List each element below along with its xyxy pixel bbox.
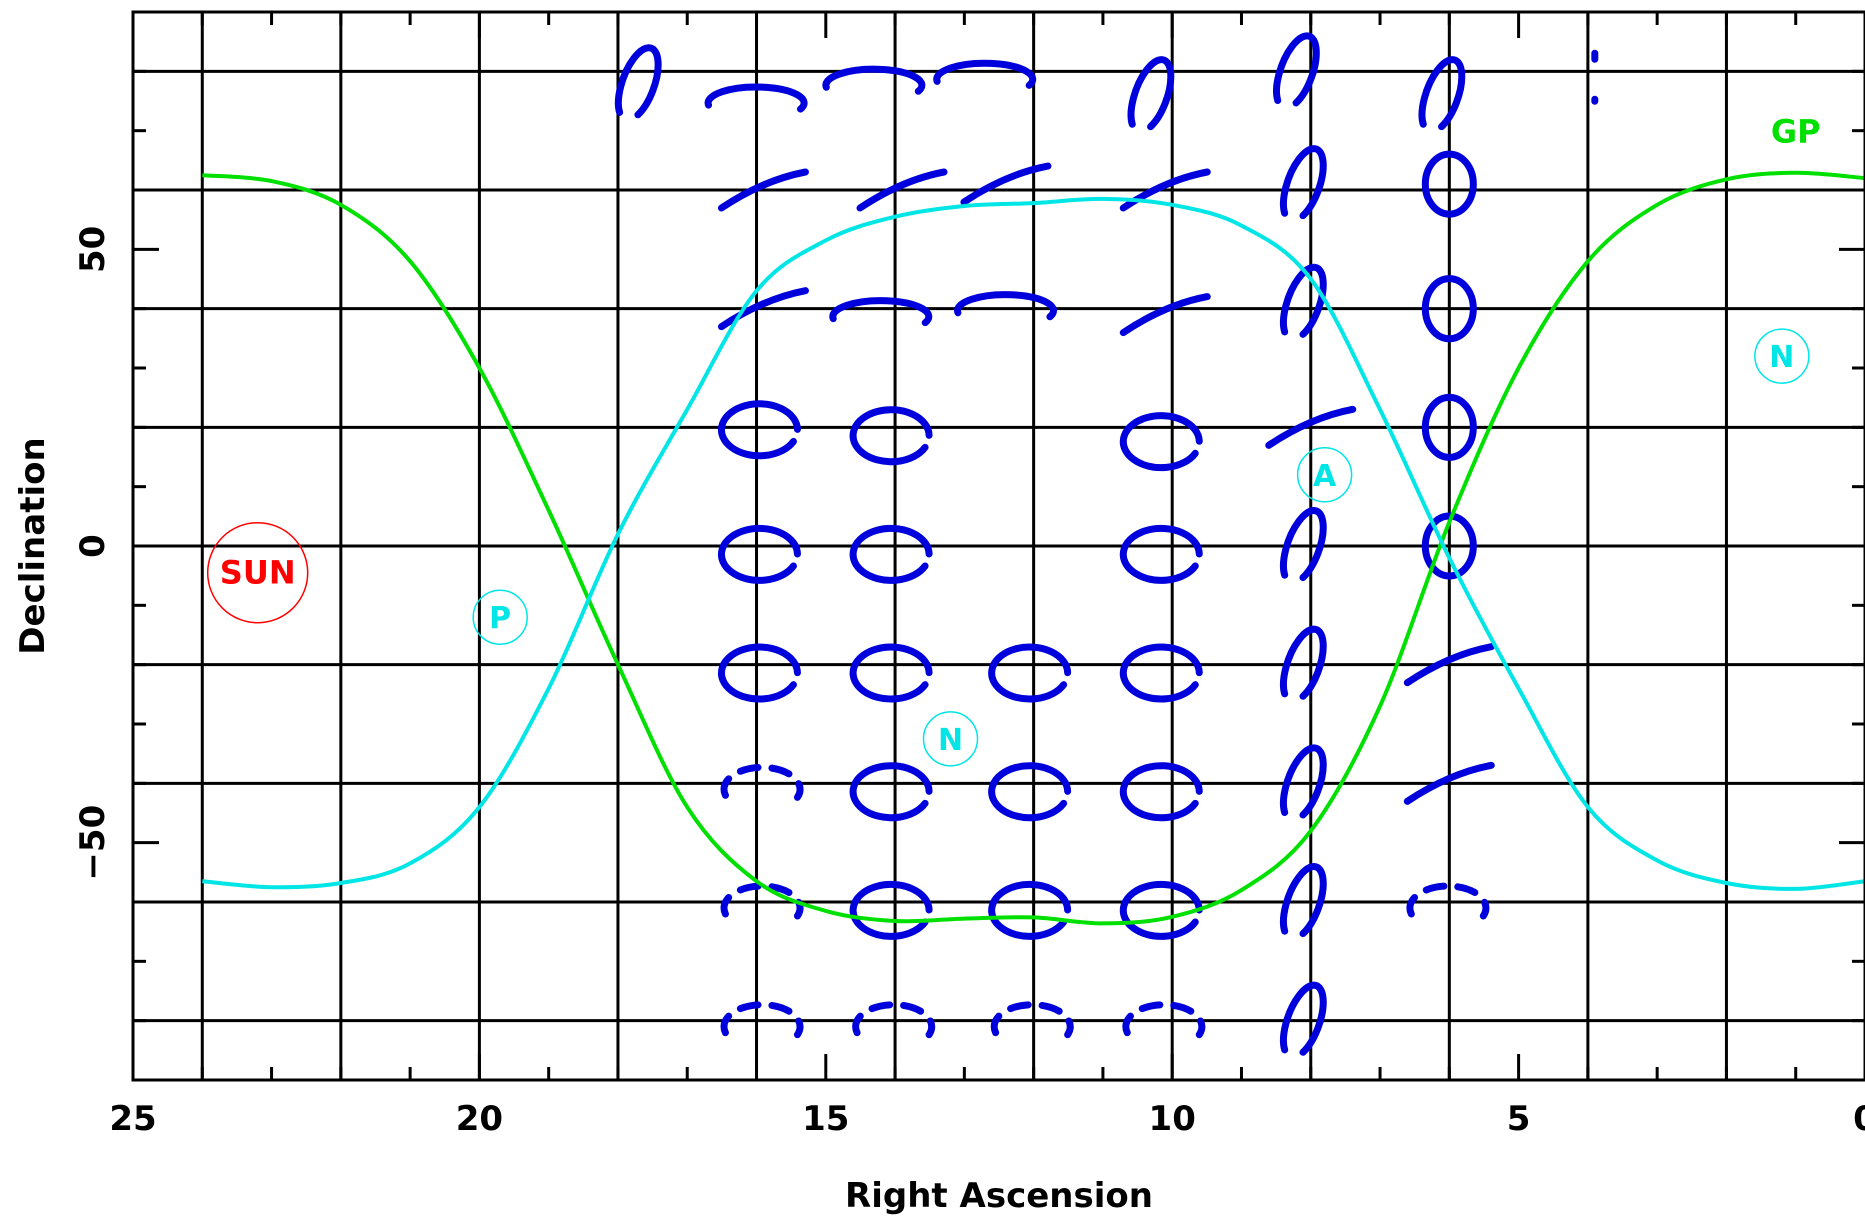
source-track <box>1421 512 1477 580</box>
source-track <box>1421 393 1477 461</box>
source-track <box>849 880 933 940</box>
source-track <box>717 524 801 584</box>
source-track <box>988 880 1072 940</box>
source-track <box>1122 1001 1206 1039</box>
annotations: SUN P N A N GP <box>206 113 1821 767</box>
source-track <box>856 168 948 212</box>
source-tracks <box>614 32 1599 1056</box>
source-track <box>1279 507 1327 582</box>
source-track <box>1119 880 1203 940</box>
source-track <box>1265 405 1357 449</box>
source-track <box>1279 744 1327 819</box>
source-track <box>1119 643 1203 703</box>
source-track <box>1273 32 1320 107</box>
source-track <box>1403 761 1495 805</box>
source-track <box>849 406 933 466</box>
y-axis-title: Declination <box>13 437 53 654</box>
source-track <box>717 287 809 331</box>
source-track <box>1119 168 1211 212</box>
source-track <box>1418 56 1466 131</box>
ecliptic-curve <box>202 196 1865 891</box>
marker-circle <box>206 521 309 624</box>
source-track <box>1421 150 1477 218</box>
source-track <box>1421 275 1477 343</box>
marker-label: A <box>1313 459 1337 494</box>
y-tick-label: 0 <box>73 534 113 558</box>
source-track <box>1119 524 1203 584</box>
marker-circle <box>922 711 979 767</box>
x-tick-label: 0 <box>1853 1099 1865 1139</box>
galactic-plane-curve <box>202 170 1865 926</box>
x-tick-label: 25 <box>109 1099 156 1139</box>
x-tick-label: 20 <box>456 1099 503 1139</box>
y-axis: −50 0 50 <box>73 10 1865 1082</box>
source-track <box>704 83 808 113</box>
marker-circle <box>1754 328 1810 384</box>
source-track <box>988 643 1072 703</box>
source-track <box>822 65 926 95</box>
source-track <box>1279 863 1327 938</box>
source-track <box>988 762 1072 822</box>
y-tick-label: −50 <box>73 805 113 881</box>
x-tick-label: 10 <box>1149 1099 1196 1139</box>
marker-label: N <box>1769 340 1794 375</box>
source-track <box>1279 263 1327 338</box>
marker-label: P <box>489 601 511 636</box>
source-track <box>1119 412 1203 472</box>
source-track <box>829 297 933 327</box>
source-track <box>954 291 1057 321</box>
grid <box>133 12 1865 1080</box>
y-tick-label: 50 <box>73 226 113 273</box>
source-track <box>1279 145 1327 220</box>
source-track <box>852 1001 936 1039</box>
x-axis-title: Right Ascension <box>845 1176 1153 1216</box>
marker-label: N <box>938 723 963 758</box>
source-track <box>1403 643 1495 687</box>
source-track <box>720 1001 804 1039</box>
source-track <box>717 400 801 460</box>
source-track <box>849 524 933 584</box>
source-track <box>717 168 809 212</box>
source-track <box>849 762 933 822</box>
curves <box>202 170 1865 926</box>
gp-label: GP <box>1771 113 1821 151</box>
source-track <box>614 44 662 119</box>
source-track <box>1127 56 1175 131</box>
marker-circle <box>472 589 528 645</box>
source-track <box>1279 981 1327 1056</box>
source-track <box>1279 625 1327 700</box>
source-track <box>1119 293 1211 337</box>
source-track <box>990 1001 1074 1039</box>
source-track <box>717 643 801 703</box>
source-track <box>960 162 1052 206</box>
source-track <box>1406 882 1490 920</box>
source-track <box>849 643 933 703</box>
source-track <box>1119 762 1203 822</box>
source-track <box>933 59 1037 89</box>
source-track <box>720 763 804 801</box>
marker-label: SUN <box>220 554 296 592</box>
x-axis: 25 20 15 10 5 0 <box>109 12 1865 1139</box>
x-tick-label: 5 <box>1507 1099 1531 1139</box>
x-tick-label: 15 <box>802 1099 849 1139</box>
marker-circle <box>1296 447 1353 503</box>
